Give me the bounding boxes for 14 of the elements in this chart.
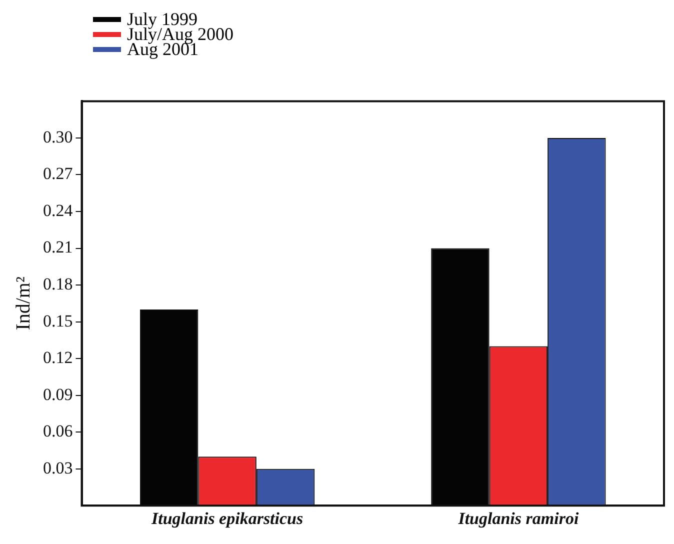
y-tick-label: 0.30 <box>43 127 73 146</box>
x-tick-label: Ituglanis epikarsticus <box>150 509 304 528</box>
y-tick-label: 0.09 <box>43 384 73 404</box>
y-tick-label: 0.21 <box>43 238 73 257</box>
y-tick-label: 0.24 <box>43 200 74 220</box>
y-tick-label: 0.15 <box>43 311 73 330</box>
x-tick-label: Ituglanis ramiroi <box>457 509 579 528</box>
y-tick-label: 0.03 <box>43 458 73 478</box>
y-axis-title: Ind/m² <box>12 276 34 330</box>
y-tick-label: 0.06 <box>43 422 73 441</box>
y-tick-label: 0.18 <box>43 274 73 294</box>
y-tick-label: 0.12 <box>43 348 73 368</box>
legend-label: July 1999 <box>127 9 198 29</box>
y-tick-label: 0.27 <box>43 164 74 184</box>
